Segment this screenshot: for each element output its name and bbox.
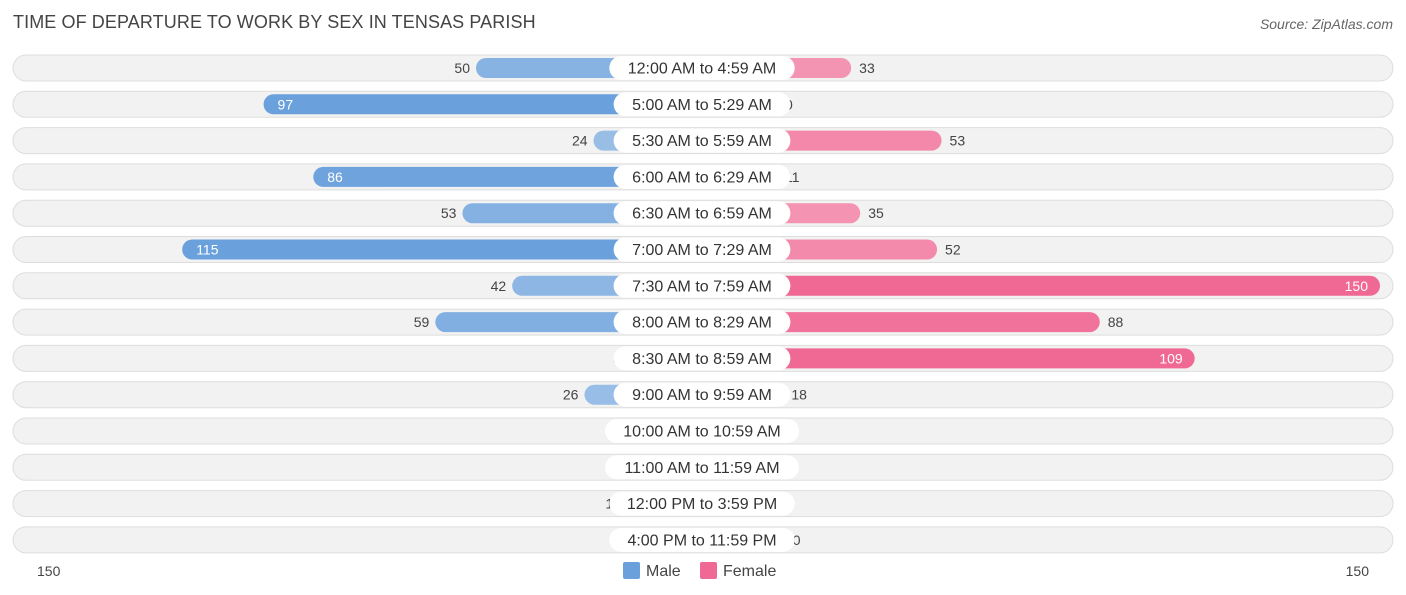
bar-female — [702, 312, 1100, 333]
category-label: 7:00 AM to 7:29 AM — [632, 242, 772, 259]
bar-female — [702, 348, 1195, 369]
chart-row: 0010:00 AM to 10:59 AM — [12, 417, 1394, 445]
category-label: 6:00 AM to 6:29 AM — [632, 169, 772, 186]
category-pill — [613, 201, 791, 226]
bar-female — [702, 275, 1380, 296]
chart-row: 31098:30 AM to 8:59 AM — [12, 344, 1394, 372]
value-label-male: 53 — [441, 205, 457, 221]
chart-row: 115 52 7:00 AM to 7:29 AM — [12, 236, 1394, 263]
legend-swatch-female — [700, 562, 717, 579]
category-pill — [613, 273, 791, 298]
chart-title: TIME OF DEPARTURE TO WORK BY SEX IN TENS… — [13, 12, 536, 32]
axis-label-left: 150 — [37, 563, 61, 579]
value-label-female: 18 — [791, 387, 807, 403]
category-pill — [613, 128, 791, 153]
axis-label-right: 150 — [1346, 563, 1370, 579]
category-pill — [613, 237, 791, 262]
category-label: 10:00 AM to 10:59 AM — [623, 424, 780, 441]
chart-row: 14012:00 PM to 3:59 PM — [12, 490, 1394, 518]
category-label: 7:30 AM to 7:59 AM — [632, 278, 772, 295]
category-label: 8:30 AM to 8:59 AM — [632, 351, 772, 368]
category-label: 5:00 AM to 5:29 AM — [632, 97, 772, 114]
value-label-female: 88 — [1108, 314, 1124, 330]
category-pill — [609, 527, 795, 552]
chart-row: 42 150 7:30 AM to 7:59 AM — [12, 272, 1394, 300]
chart-row: 86 116:00 AM to 6:29 AM — [12, 163, 1394, 191]
legend-swatch-male — [623, 562, 640, 579]
category-label: 6:30 AM to 6:59 AM — [632, 206, 772, 223]
value-label-female: 53 — [950, 133, 966, 149]
category-label: 9:00 AM to 9:59 AM — [632, 387, 772, 404]
chart-axis: 150 150 — [37, 563, 1369, 579]
bar-male — [263, 94, 702, 115]
category-pill — [613, 310, 791, 335]
category-pill — [605, 455, 799, 480]
value-label-female: 33 — [859, 60, 875, 76]
category-label: 4:00 PM to 11:59 PM — [627, 532, 776, 549]
chart-row: 4104:00 PM to 11:59 PM — [12, 526, 1394, 554]
category-label: 12:00 PM to 3:59 PM — [627, 496, 777, 513]
value-label-female: 150 — [1345, 278, 1369, 294]
value-label-male: 115 — [196, 242, 219, 258]
category-pill — [613, 382, 791, 407]
category-pill — [609, 56, 795, 80]
category-pill — [613, 346, 791, 371]
bar-male — [313, 166, 702, 187]
legend-label-female: Female — [723, 563, 776, 580]
chart-row: 59 88 8:00 AM to 8:29 AM — [12, 308, 1394, 336]
chart-row: 50 33 12:00 AM to 4:59 AM — [12, 54, 1394, 82]
value-label-male: 86 — [327, 169, 343, 185]
category-pill — [613, 92, 791, 117]
chart-row: 26 18 9:00 AM to 9:59 AM — [12, 381, 1394, 409]
value-label-male: 42 — [491, 278, 507, 294]
chart-row: 9705:00 AM to 5:29 AM — [12, 90, 1394, 118]
chart-row: 53 35 6:30 AM to 6:59 AM — [12, 199, 1394, 227]
value-label-male: 50 — [454, 60, 470, 76]
chart-row: 24 53 5:30 AM to 5:59 AM — [12, 127, 1394, 155]
chart-legend: Male Female — [623, 562, 776, 580]
category-label: 11:00 AM to 11:59 AM — [624, 460, 779, 477]
category-pill — [613, 164, 791, 189]
value-label-male: 97 — [278, 96, 294, 112]
chart-row: 0111:00 AM to 11:59 AM — [12, 453, 1394, 481]
category-pill — [609, 491, 795, 516]
chart-source: Source: ZipAtlas.com — [1259, 16, 1393, 32]
chart-rows: 50 33 12:00 AM to 4:59 AM 9705:00 AM to 5:2… — [12, 54, 1394, 554]
value-label-male: 24 — [572, 133, 588, 149]
value-label-male: 26 — [563, 387, 579, 403]
value-label-female: 52 — [945, 242, 961, 258]
legend-label-male: Male — [646, 563, 681, 580]
value-label-female: 35 — [868, 205, 884, 221]
value-label-male: 59 — [414, 314, 430, 330]
category-pill — [605, 419, 799, 443]
category-label: 8:00 AM to 8:29 AM — [632, 315, 772, 332]
value-label-female: 109 — [1159, 350, 1183, 366]
category-label: 5:30 AM to 5:59 AM — [632, 133, 772, 150]
category-label: 12:00 AM to 4:59 AM — [628, 61, 777, 78]
bar-male — [182, 239, 702, 260]
